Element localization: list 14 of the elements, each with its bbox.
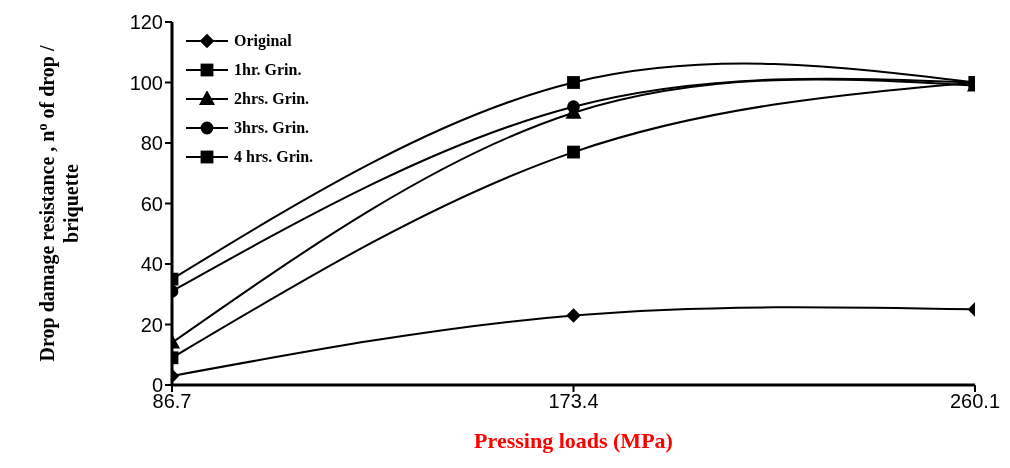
x-tick-label: 260.1 xyxy=(949,390,1001,413)
legend-label: 1hr. Grin. xyxy=(234,60,302,80)
y-tick-label: 80 xyxy=(140,132,163,155)
y-tick-label: 100 xyxy=(129,71,163,94)
legend-label: 2hrs. Grin. xyxy=(234,89,310,109)
legend-label: Original xyxy=(234,31,292,52)
y-tick-label: 40 xyxy=(140,253,163,276)
y-tick-label: 20 xyxy=(140,313,163,336)
y-tick-label: 60 xyxy=(140,192,163,215)
legend-label: 3hrs. Grin. xyxy=(234,118,310,138)
y-tick-label: 120 xyxy=(129,11,163,34)
legend-label: 4 hrs. Grin. xyxy=(234,147,314,167)
x-tick-label: 173.4 xyxy=(548,390,599,413)
x-axis-title: Pressing loads (MPa) xyxy=(474,428,673,453)
